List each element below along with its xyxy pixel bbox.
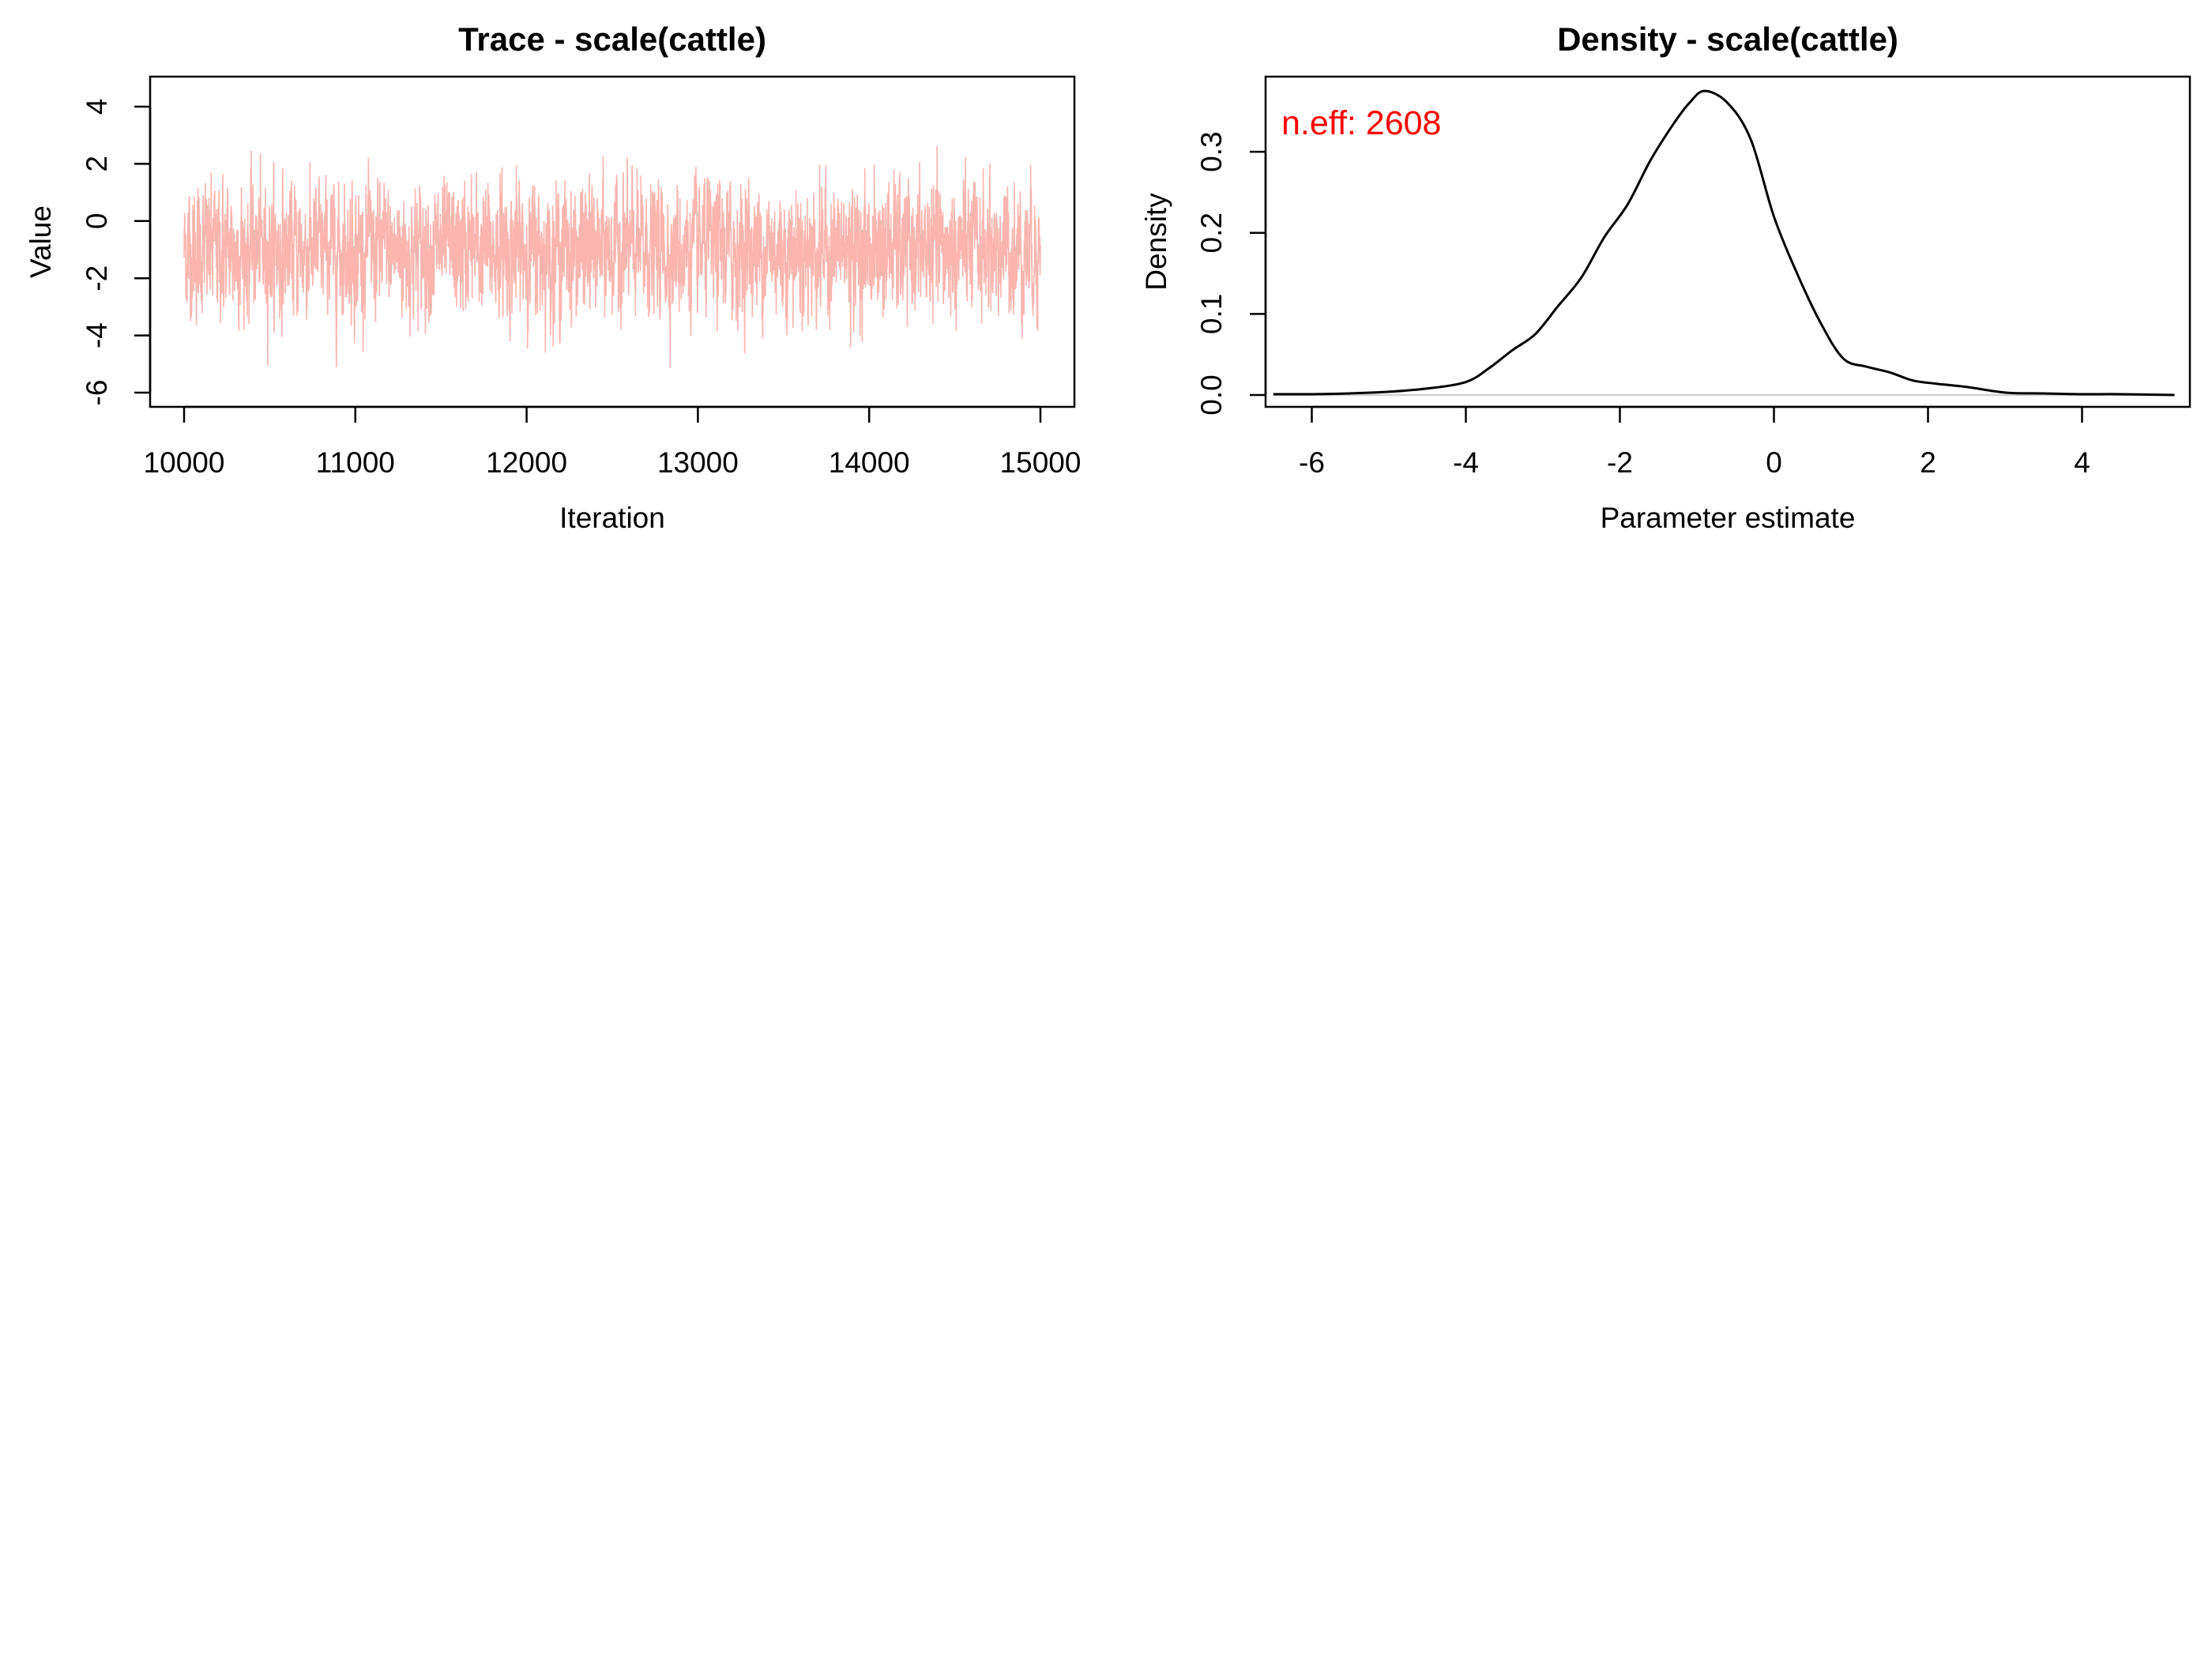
density-x-tick-label: -2 — [1607, 446, 1633, 479]
density-y-tick-label: 0.2 — [1195, 213, 1228, 253]
density-y-tick-label: 0.1 — [1195, 294, 1228, 334]
density-x-tick-label: -4 — [1453, 446, 1479, 479]
density-x-axis: -6 -4 -2 0 2 4 — [1299, 405, 2090, 479]
density-x-tick-label: 0 — [1766, 446, 1782, 479]
trace-x-axis: 10000 11000 12000 13000 14000 15000 — [144, 405, 1082, 479]
trace-x-tick-label: 15000 — [1000, 446, 1082, 479]
trace-x-tick-label: 14000 — [829, 446, 910, 479]
trace-y-tick-label: 2 — [81, 156, 113, 172]
trace-y-tick-label: 4 — [81, 99, 113, 115]
density-x-axis-label: Parameter estimate — [1601, 502, 1856, 534]
trace-x-axis-label: Iteration — [559, 502, 665, 534]
trace-y-tick-label: -4 — [81, 322, 113, 348]
density-curve — [1273, 89, 2175, 397]
trace-x-tick-label: 11000 — [316, 446, 395, 479]
neff-annotation: n.eff: 2608 — [1281, 104, 1441, 142]
trace-x-tick-label: 12000 — [486, 446, 567, 479]
density-panel: Density - scale(cattle) -6 -4 -2 0 2 4 0.0 0.1… — [1140, 21, 2191, 534]
trace-x-tick-label: 13000 — [657, 446, 739, 479]
trace-line — [183, 145, 1041, 368]
trace-title: Trace - scale(cattle) — [458, 21, 766, 58]
trace-series-line — [183, 145, 1041, 368]
density-x-tick-label: -6 — [1299, 446, 1325, 479]
density-y-axis: 0.0 0.1 0.2 0.3 — [1195, 131, 1267, 416]
trace-y-tick-label: -2 — [81, 265, 113, 292]
density-title: Density - scale(cattle) — [1557, 21, 1898, 58]
trace-y-tick-label: 0 — [81, 213, 113, 230]
trace-panel: Trace - scale(cattle) 10000 11000 12000 130… — [24, 21, 1081, 534]
density-x-tick-label: 4 — [2074, 446, 2090, 479]
trace-y-tick-label: -6 — [81, 380, 113, 406]
density-y-tick-label: 0.0 — [1195, 374, 1228, 415]
trace-x-tick-label: 10000 — [144, 446, 225, 479]
density-y-tick-label: 0.3 — [1195, 131, 1228, 171]
density-y-axis-label: Density — [1140, 193, 1172, 291]
trace-y-axis: -6 -4 -2 0 2 4 — [81, 99, 152, 406]
density-x-tick-label: 2 — [1920, 446, 1936, 479]
trace-y-axis-label: Value — [24, 205, 57, 278]
